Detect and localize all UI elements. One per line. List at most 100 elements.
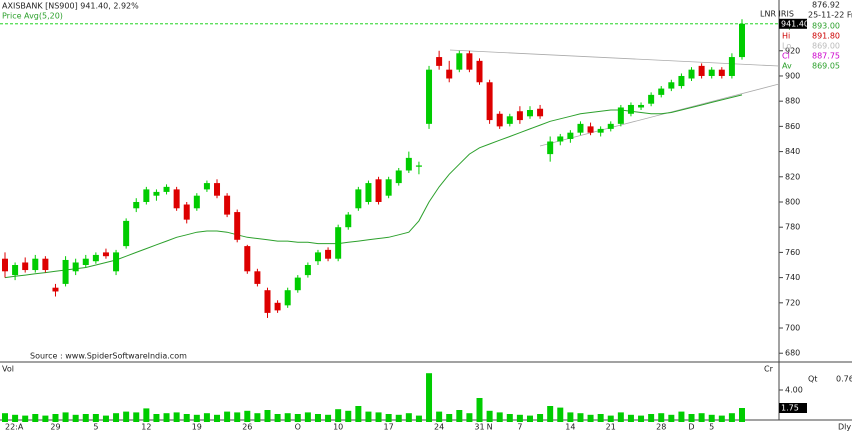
candle-body [607,123,614,129]
volume-bar [335,409,342,422]
candle-body [143,189,150,202]
y-tick-label: 740 [785,273,800,282]
volume-bar [62,412,69,422]
candle-body [718,69,725,76]
volume-bar [314,414,321,422]
y-tick-label: 860 [785,122,800,131]
legend-label: Lo [782,42,791,51]
candle-body [214,183,221,196]
volume-bar [658,413,665,422]
y-tick-label: 680 [785,349,800,358]
volume-bar [102,415,109,422]
x-tick-label: D [688,423,694,432]
volume-bar [52,414,59,422]
candle-body [153,191,160,196]
candle-body [123,220,130,247]
candle-body [658,88,665,95]
legend-label: Hi [782,32,790,41]
volume-bar [325,414,332,422]
x-tick-label: 5 [709,423,714,432]
volume-box [779,403,807,413]
candle-body [224,195,231,215]
volume-bar [395,414,402,422]
volume-bar [688,414,695,422]
volume-marker-label: 1.75 [781,404,799,413]
candle-body [22,262,29,271]
x-tick-label: 17 [384,423,394,432]
candle-body [12,265,19,276]
volume-bar [506,414,513,422]
volume-bar [446,414,453,422]
x-tick-label: 7 [517,423,522,432]
volume-bar [264,410,271,422]
candle-body [203,183,210,190]
candle-body [557,136,564,142]
volume-bar [557,407,564,422]
candle-body [436,57,443,66]
volume-bar [304,412,311,422]
volume-bar [627,414,634,422]
volume-bar [405,413,412,422]
volume-bar [113,413,120,422]
candle-body [708,69,715,76]
trend-line [449,49,780,67]
volume-bar [123,411,130,422]
volume-bar [355,406,362,422]
candle-body [42,258,49,271]
volume-bar [12,414,19,422]
candle-body [52,287,59,292]
x-tick-label: 28 [656,423,666,432]
candle-body [739,23,745,58]
volume-bar [254,413,261,422]
candle-body [668,82,675,89]
volume-bar [32,414,39,422]
volume-bar [526,415,533,422]
candle-body [274,302,281,311]
volume-bar [234,412,241,422]
candle-body [193,195,200,209]
y-tick-label: 920 [785,46,800,55]
volume-tick-label: 4.00 [785,386,803,395]
volume-title: Vol [2,365,14,374]
x-tick-label: 26 [242,423,252,432]
volume-bar [496,412,503,422]
volume-bar [547,406,554,422]
volume-bar [638,415,645,422]
x-tick-label: O [295,423,301,432]
x-tick-label: 19 [192,423,202,432]
volume-bar [415,415,422,422]
subtitle: Price Avg(5,20) [2,12,63,21]
candle-body [627,104,634,114]
volume-bar [698,413,705,422]
qt-label: Qt [808,375,817,384]
candle-body [395,170,402,184]
trend-line [539,83,780,147]
y-tick-label: 820 [785,172,800,181]
legend-value: 893.00 [812,22,840,31]
volume-bar [224,411,231,422]
legend-label: Av [782,62,792,71]
candle-body [244,246,251,272]
volume-bar [22,415,29,422]
candle-body [405,157,412,171]
volume-bar [294,414,301,422]
volume-bar [476,398,483,422]
volume-bar [617,412,624,422]
candle-body [415,165,422,167]
candle-body [678,75,685,87]
volume-bar [728,413,735,422]
volume-bar [163,413,170,422]
candle-body [688,69,695,79]
y-tick-label: 780 [785,223,800,232]
volume-bar [173,412,180,422]
volume-bar [577,413,584,422]
volume-bar [183,414,190,422]
candle-body [597,128,604,133]
volume-bar [2,413,8,422]
candle-body [617,107,624,124]
volume-bar [42,415,49,422]
volume-bar [718,415,725,422]
candle-body [294,277,301,291]
